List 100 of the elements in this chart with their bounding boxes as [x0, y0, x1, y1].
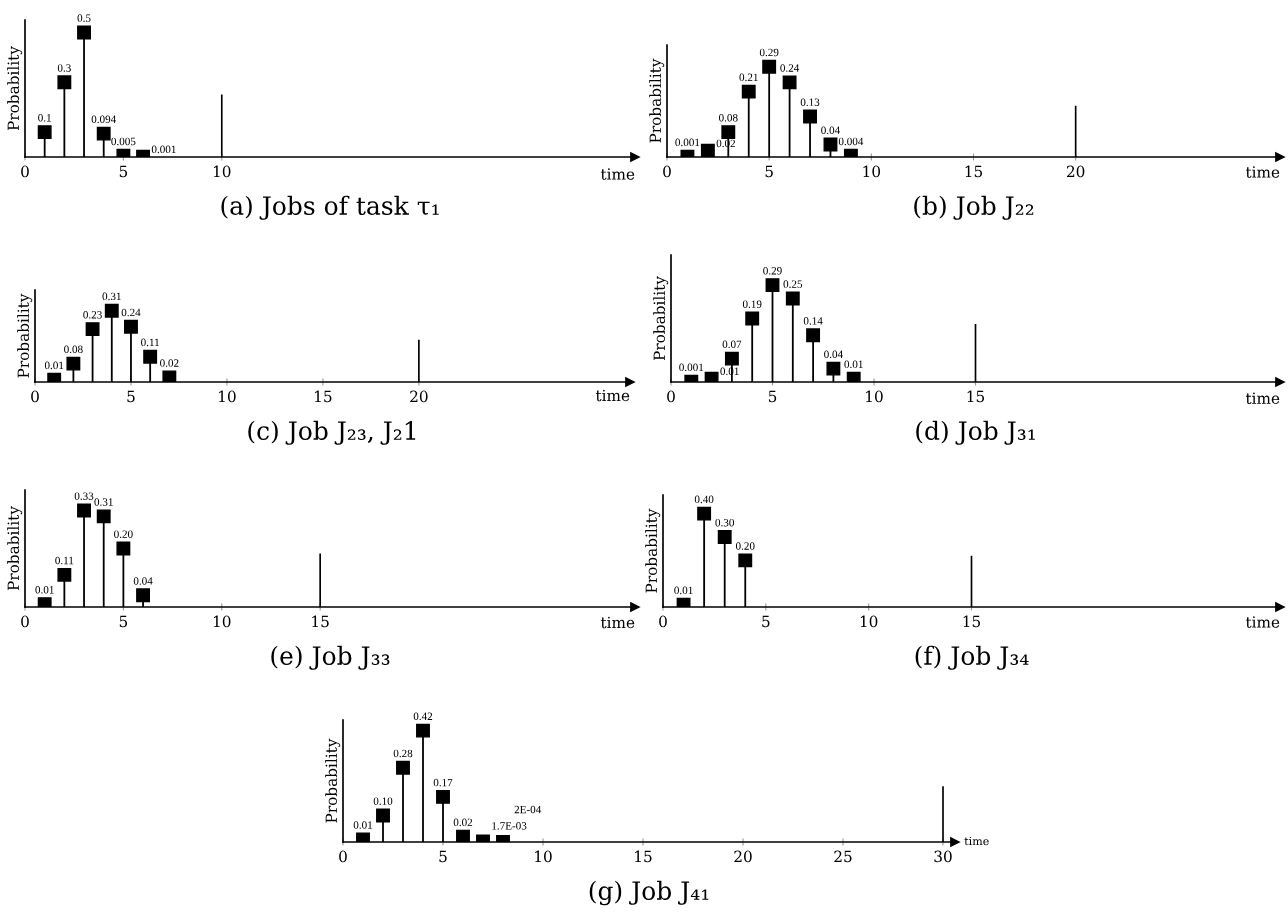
point	[826, 361, 841, 376]
data-label: 0.08	[64, 345, 83, 354]
data-label: 0.001	[675, 138, 700, 147]
point	[782, 75, 797, 90]
data-label: 0.001	[151, 145, 176, 154]
data-label: 0.11	[141, 338, 160, 347]
point	[823, 137, 838, 152]
data-label: 0.33	[74, 492, 94, 500]
point	[762, 59, 777, 74]
point	[741, 84, 756, 99]
point	[66, 356, 81, 371]
x-axis-title: time	[600, 616, 635, 629]
data-label: 0.14	[803, 317, 823, 325]
y-axis-title: Probability	[7, 506, 23, 591]
point	[700, 143, 715, 157]
x-axis-title: time	[595, 389, 630, 402]
data-label: 0.04	[821, 126, 841, 135]
data-label: 0.20	[114, 530, 133, 538]
data-label: 0.29	[763, 266, 782, 275]
text: (d) Job J₃₁	[916, 420, 1035, 445]
x-tick-label: 15	[312, 615, 329, 628]
point	[721, 125, 736, 140]
x-tick-label: 5	[127, 390, 135, 403]
data-label: 0.23	[83, 311, 102, 319]
data-label: 0.001	[679, 363, 704, 372]
point	[37, 125, 52, 140]
y-axis-title: Probability	[649, 58, 665, 143]
point	[57, 75, 72, 90]
point	[96, 126, 111, 141]
point	[143, 349, 158, 364]
x-tick-label: 20	[734, 850, 752, 863]
point	[416, 723, 430, 738]
x-tick-label: 0	[21, 615, 29, 628]
x-tick-label: 0	[659, 615, 667, 628]
x-tick-label: 5	[119, 615, 128, 628]
data-label: 1.7E-03	[492, 822, 527, 830]
point	[456, 829, 470, 842]
point	[806, 328, 821, 343]
x-tick-label: 10	[866, 390, 883, 403]
data-label: 0.01	[844, 360, 863, 369]
data-label: 0.01	[353, 821, 373, 829]
data-label: 0.01	[44, 361, 64, 370]
data-label: 0.24	[780, 64, 800, 72]
text: (c) Job J₂₃, J₂1	[248, 420, 416, 445]
data-label: 0.31	[94, 498, 113, 506]
point	[77, 503, 91, 518]
y-axis-title: Probability	[653, 276, 669, 361]
x-tick-label: 5	[762, 615, 770, 628]
text: (b) Job J₂₂	[914, 195, 1034, 220]
data-label: 0.094	[91, 115, 117, 124]
data-label: 0.07	[722, 340, 742, 349]
data-label: 0.30	[715, 518, 734, 527]
data-label: 0.004	[838, 137, 864, 146]
x-tick-label: 15	[965, 165, 983, 178]
y-axis-title: Probability	[645, 508, 661, 593]
point	[697, 506, 712, 521]
data-label: 0.11	[55, 556, 74, 565]
point	[745, 311, 760, 326]
x-tick-label: 5	[119, 165, 128, 178]
data-label: 0.21	[739, 73, 758, 82]
data-label: 0.5	[77, 14, 91, 22]
point	[136, 588, 151, 603]
data-label: 0.20	[735, 542, 755, 550]
y-axis-title: Probability	[325, 738, 341, 823]
data-label: 0.42	[413, 712, 433, 721]
data-label: 0.005	[111, 137, 136, 146]
point	[765, 278, 780, 293]
x-tick-label: 15	[635, 850, 652, 863]
data-label: 0.17	[433, 778, 453, 787]
x-axis-title: time	[964, 836, 989, 846]
x-tick-label: 10	[219, 390, 236, 403]
y-axis-title: Probability	[7, 46, 23, 131]
x-axis-title: time	[1245, 166, 1280, 178]
x-tick-label: 0	[21, 165, 29, 178]
data-label: 0.02	[453, 818, 473, 827]
text: (g) Job J₄₁	[589, 880, 709, 906]
text: (a) Jobs of task τ₁	[221, 195, 439, 220]
x-tick-label: 30	[934, 850, 952, 863]
x-axis-title: time	[1245, 616, 1280, 628]
point	[104, 303, 119, 318]
x-tick-label: 0	[339, 850, 347, 863]
data-label: 0.04	[824, 350, 843, 359]
point	[77, 25, 91, 40]
x-tick-label: 25	[834, 850, 852, 863]
point	[96, 509, 111, 524]
x-tick-label: 10	[213, 165, 231, 178]
x-tick-label: 5	[768, 390, 777, 403]
text: (e) Job J₃₃	[271, 645, 390, 670]
point	[724, 351, 739, 366]
x-tick-label: 10	[863, 165, 881, 178]
x-tick-label: 5	[765, 165, 773, 178]
data-label: 0.29	[759, 48, 779, 57]
point	[124, 319, 138, 334]
x-axis-title: time	[600, 168, 635, 180]
x-tick-label: 15	[315, 390, 332, 403]
x-tick-label: 0	[663, 165, 671, 178]
data-label: 0.08	[719, 114, 738, 122]
x-tick-label: 10	[213, 615, 231, 628]
data-label: 0.1	[38, 114, 51, 122]
point	[436, 789, 450, 804]
